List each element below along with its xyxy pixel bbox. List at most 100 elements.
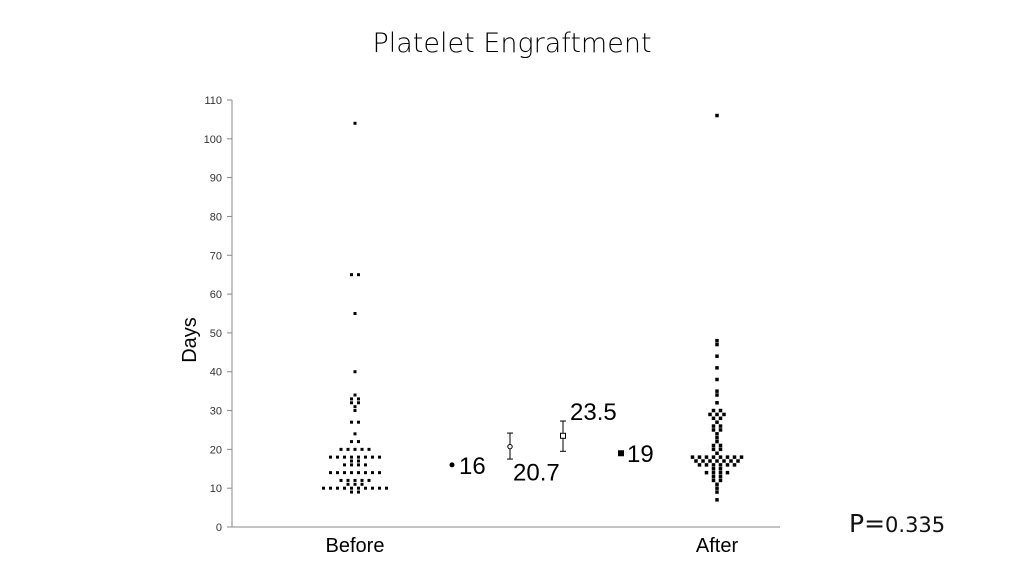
data-point (371, 471, 374, 475)
data-point (715, 459, 719, 463)
data-point (715, 435, 719, 440)
data-point (357, 440, 360, 444)
data-point (711, 447, 716, 452)
data-point (353, 447, 357, 451)
data-point (722, 459, 726, 463)
data-point (729, 459, 733, 463)
mean-marker (507, 443, 513, 450)
data-point (718, 467, 723, 471)
data-point (715, 338, 719, 343)
data-point (339, 478, 343, 482)
data-point (353, 409, 357, 413)
data-point (697, 455, 702, 459)
data-point (346, 447, 350, 451)
data-point (718, 478, 723, 483)
data-point (722, 412, 726, 417)
data-point (336, 471, 339, 475)
data-point (718, 443, 723, 448)
data-point (322, 486, 325, 490)
data-point (329, 486, 332, 490)
data-point (336, 486, 339, 490)
y-tick-label: 70 (210, 250, 222, 262)
data-point (353, 482, 357, 486)
y-tick-label: 0 (216, 522, 222, 534)
data-point (732, 463, 737, 467)
y-tick-label: 90 (210, 173, 222, 185)
p-value-number: 0.335 (885, 513, 946, 537)
data-point (357, 420, 360, 424)
data-point (360, 478, 364, 482)
data-point (711, 463, 716, 467)
data-label: 19 (627, 441, 654, 468)
data-point (711, 470, 716, 475)
data-point (694, 459, 698, 463)
data-point (357, 397, 360, 401)
data-point (343, 471, 346, 475)
x-category-label: Before (326, 535, 385, 557)
data-point (711, 478, 716, 483)
data-point (350, 463, 353, 467)
data-point (364, 486, 367, 490)
data-point (715, 420, 719, 424)
data-point (350, 440, 353, 444)
data-point (715, 389, 719, 393)
chart-title: Platelet Engraftment (372, 28, 652, 59)
data-point (353, 393, 357, 397)
data-point (701, 459, 705, 463)
y-tick-label: 40 (210, 367, 222, 379)
data-point (385, 486, 388, 490)
data-point (711, 416, 716, 421)
y-tick-label: 50 (210, 328, 222, 340)
data-point (715, 366, 719, 370)
data-point (711, 474, 716, 479)
data-label: 20.7 (513, 460, 560, 487)
data-point (711, 443, 716, 448)
y-tick-label: 10 (210, 483, 222, 495)
data-point (711, 424, 716, 428)
data-point (353, 405, 357, 409)
y-tick-label: 20 (210, 444, 222, 456)
median-marker (618, 450, 624, 457)
data-point (708, 412, 712, 417)
data-point (718, 463, 723, 467)
data-point (704, 463, 709, 467)
data-label: 23.5 (570, 399, 617, 426)
data-point (715, 342, 719, 347)
data-point (718, 428, 723, 432)
data-point (725, 455, 730, 459)
data-point (343, 463, 346, 467)
data-point (711, 408, 716, 413)
data-point (371, 486, 374, 490)
data-point (357, 486, 360, 490)
data-point (715, 354, 719, 358)
data-point (350, 455, 353, 459)
data-point (357, 459, 360, 463)
data-point (353, 370, 357, 374)
y-tick-label: 60 (210, 289, 222, 301)
data-point (715, 482, 719, 487)
data-point (353, 312, 357, 315)
data-point (718, 474, 723, 479)
mean-marker (560, 432, 566, 439)
data-point (357, 463, 360, 467)
data-point (708, 459, 712, 463)
x-category-label: After (696, 535, 739, 557)
data-point (357, 401, 360, 405)
data-point (357, 455, 360, 459)
data-point (704, 455, 709, 459)
data-point (715, 498, 719, 502)
data-point (360, 447, 364, 451)
data-point (715, 490, 719, 494)
data-point (343, 486, 346, 490)
data-label: 16 (459, 453, 486, 480)
data-point (715, 113, 719, 118)
data-point (715, 412, 719, 417)
data-point (336, 455, 339, 459)
data-point (725, 463, 730, 467)
data-point (329, 471, 332, 475)
data-point (718, 424, 723, 428)
data-point (715, 439, 719, 444)
y-tick-label: 80 (210, 211, 222, 223)
data-point (367, 478, 371, 482)
